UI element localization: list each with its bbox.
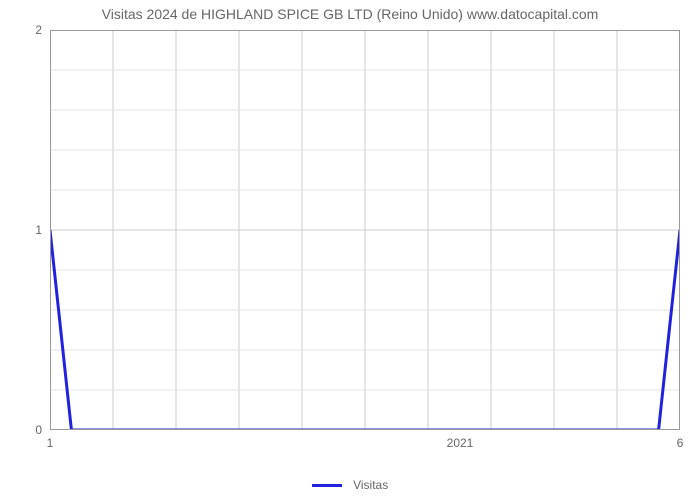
- ytick-1: 1: [35, 223, 42, 237]
- xtick-right: 6: [677, 436, 684, 450]
- legend: Visitas: [0, 477, 700, 492]
- xtick-left: 1: [47, 436, 54, 450]
- chart-container: Visitas 2024 de HIGHLAND SPICE GB LTD (R…: [0, 0, 700, 500]
- xtick-center: 2021: [447, 436, 474, 450]
- chart-svg: [50, 30, 680, 430]
- legend-swatch: [312, 484, 342, 487]
- grid-group: [50, 30, 680, 430]
- chart-title: Visitas 2024 de HIGHLAND SPICE GB LTD (R…: [0, 6, 700, 22]
- ytick-0: 0: [35, 423, 42, 437]
- ytick-2: 2: [35, 23, 42, 37]
- plot-area: [50, 30, 680, 430]
- legend-label: Visitas: [353, 478, 388, 492]
